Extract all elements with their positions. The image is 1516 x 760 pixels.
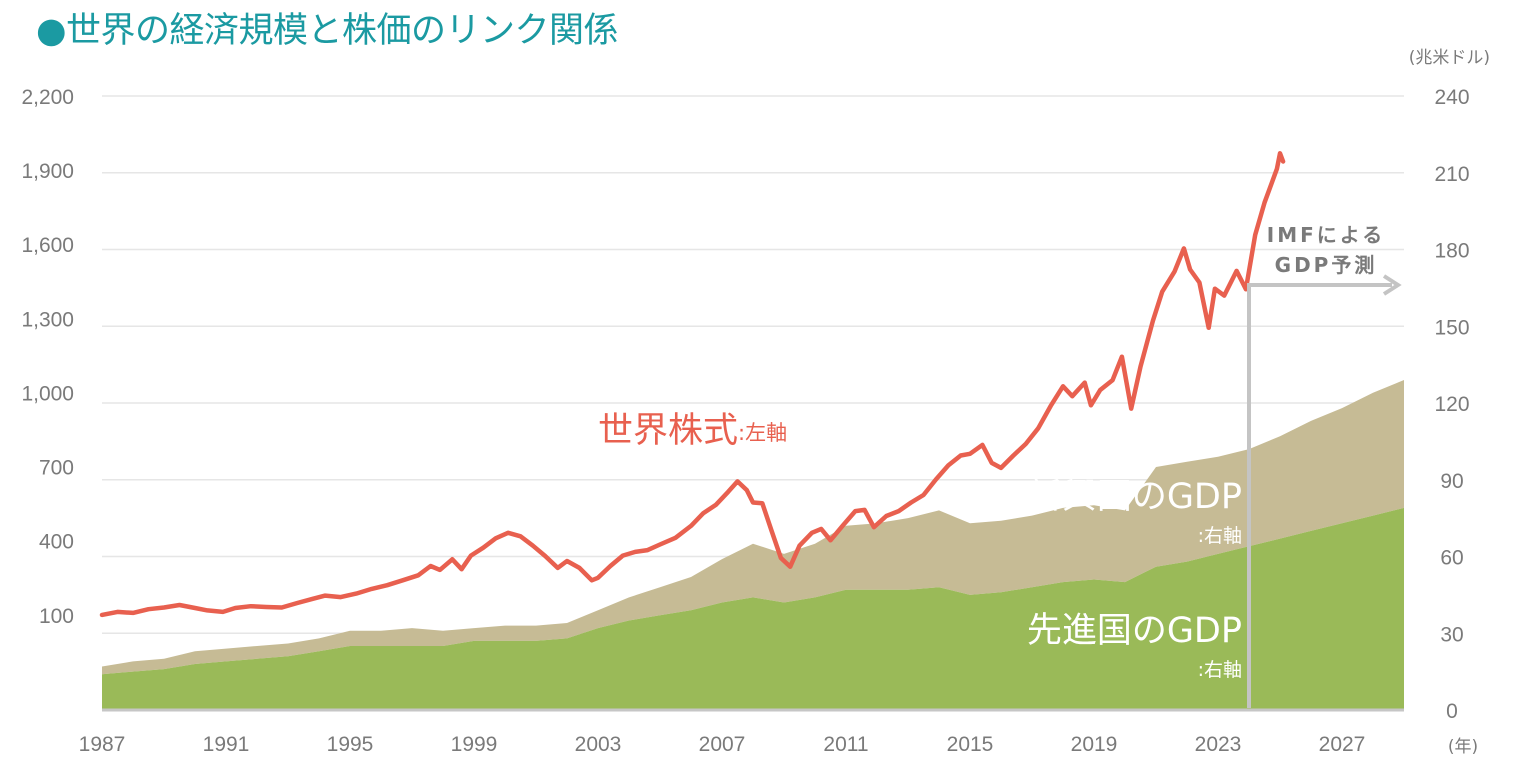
x-tick-label: 2019 (1071, 733, 1118, 756)
emerging-gdp-axis-note: :右軸 (1198, 525, 1242, 547)
y-right-tick-label: 180 (1434, 240, 1469, 263)
x-tick-label: 2003 (575, 733, 622, 756)
y-left-tick-label: 2,200 (21, 86, 74, 109)
stock-line-group (99, 151, 1286, 618)
x-tick-label: 1991 (203, 733, 250, 756)
y-right-tick-label: 90 (1440, 470, 1463, 493)
y-left-tick-label: 1,900 (21, 160, 74, 183)
forecast-arrowhead (1382, 274, 1402, 296)
emerging-gdp-label: 新興国のGDP (1027, 477, 1242, 517)
y-right-tick-label: 30 (1440, 623, 1463, 646)
emerging-gdp-area (102, 380, 1404, 675)
y-right-tick-label: 150 (1434, 316, 1469, 339)
developed-gdp-label: 先進国のGDP (1027, 611, 1242, 651)
developed-gdp-axis-note: :右軸 (1198, 659, 1242, 681)
gdp-areas (102, 380, 1404, 710)
x-axis-unit-label: (年) (1448, 737, 1478, 757)
x-tick-label: 2007 (699, 733, 746, 756)
y-left-tick-label: 700 (39, 457, 74, 480)
forecast-label-line2: GDP予測 (1275, 253, 1378, 277)
y-right-tick-label: 0 (1446, 700, 1458, 723)
x-tick-label: 2027 (1319, 733, 1366, 756)
y-right-tick-label: 60 (1440, 547, 1463, 570)
stock-series-axis-note: :左軸 (738, 421, 787, 445)
y-left-tick-label: 400 (39, 531, 74, 554)
chart-title: ●世界の経済規模と株価のリンク関係 (36, 11, 619, 51)
x-tick-label: 1999 (451, 733, 498, 756)
page-title: ●世界の経済規模と株価のリンク関係 (36, 2, 619, 53)
x-tick-label: 2023 (1195, 733, 1242, 756)
x-tick-label: 1987 (79, 733, 126, 756)
y-right-tick-label: 120 (1434, 393, 1469, 416)
stock-line (99, 151, 1286, 618)
y-left-tick-label: 1,300 (21, 308, 74, 331)
x-tick-label: 1995 (327, 733, 374, 756)
x-tick-label: 2015 (947, 733, 994, 756)
y-left-tick-label: 100 (39, 605, 74, 628)
axis-ticks: 100 400 700 1,000 1,300 1,600 1,900 2,200 0 30 60 9… (21, 86, 1469, 756)
developed-gdp-area (102, 507, 1404, 710)
x-tick-label: 2011 (823, 733, 868, 756)
y-right-tick-label: 240 (1434, 86, 1469, 109)
right-axis-unit-label: (兆米ドル) (1409, 48, 1490, 68)
forecast-marker (1247, 274, 1402, 708)
forecast-label-line1: IMFによる (1267, 223, 1385, 247)
y-left-tick-label: 1,000 (21, 382, 74, 405)
y-left-tick-label: 1,600 (21, 234, 74, 257)
stock-series-label: 世界株式 (598, 411, 738, 451)
forecast-line (1247, 283, 1392, 708)
y-right-tick-label: 210 (1434, 163, 1469, 186)
